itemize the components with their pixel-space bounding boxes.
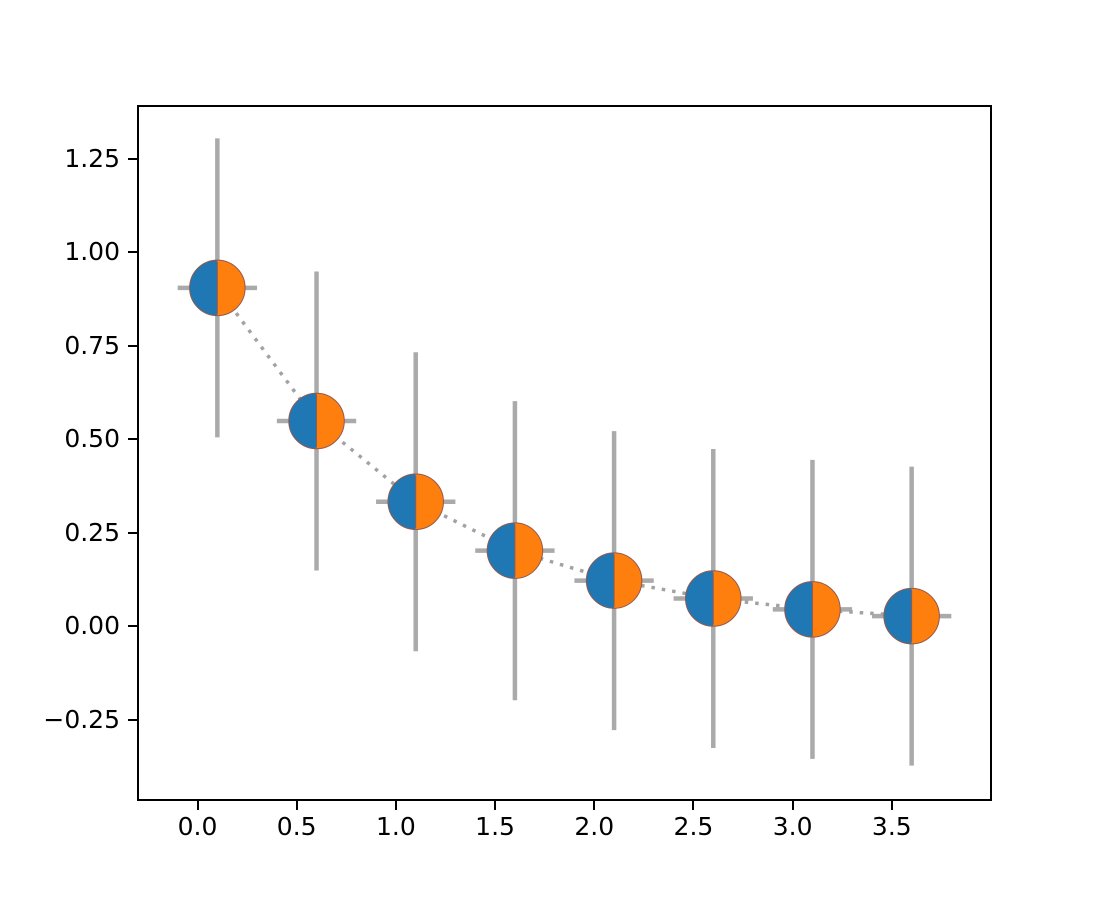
marker-outline [784, 581, 841, 638]
x-tick-label: 2.5 [673, 812, 714, 841]
x-axis-tick [196, 801, 199, 810]
plot-area [137, 105, 992, 801]
x-tick-label: 1.5 [475, 812, 515, 841]
x-axis-tick [890, 801, 893, 810]
marker-right-half [911, 588, 940, 645]
marker-left-half [189, 259, 218, 316]
marker-right-half [812, 581, 841, 638]
x-tick-label: 2.0 [574, 812, 615, 841]
y-axis-tick [128, 718, 137, 721]
marker-left-half [784, 581, 813, 638]
y-axis-tick [128, 531, 137, 534]
x-axis-tick [791, 801, 794, 810]
marker-right-half [514, 522, 543, 579]
marker-outline [387, 473, 444, 530]
x-axis-tick [692, 801, 695, 810]
x-tick-label: 1.0 [375, 812, 416, 841]
x-axis-tick [295, 801, 298, 810]
y-axis-tick [128, 157, 137, 160]
connecting-line [215, 286, 912, 618]
x-tick-label: 0.0 [177, 812, 218, 841]
x-axis-tick [494, 801, 497, 810]
marker-left-half [288, 392, 317, 449]
marker-outline [883, 587, 940, 645]
y-tick-label: 0.00 [64, 611, 120, 641]
x-tick-label: 3.0 [772, 812, 813, 841]
y-tick-label: 1.25 [64, 143, 120, 173]
x-tick-label: 0.5 [276, 812, 317, 841]
y-tick-label: 0.75 [64, 330, 120, 360]
marker-left-half [883, 588, 912, 645]
y-axis-tick [128, 625, 137, 628]
marker-outline [585, 552, 643, 609]
y-tick-label: 1.00 [64, 237, 120, 267]
data-layer [177, 138, 952, 766]
marker-right-half [217, 259, 246, 316]
x-axis-tick [394, 801, 397, 810]
x-tick-label: 3.5 [871, 812, 912, 841]
y-axis-tick [128, 344, 137, 347]
marker-right-half [713, 570, 742, 627]
marker-outline [685, 570, 742, 627]
x-axis-tick [593, 801, 596, 810]
marker-left-half [586, 552, 615, 609]
marker-left-half [387, 473, 416, 530]
marker-right-half [614, 552, 643, 609]
marker-outline [288, 392, 345, 450]
y-tick-label: −0.25 [43, 704, 120, 734]
marker-left-half [685, 570, 714, 627]
marker-left-half [486, 522, 515, 579]
marker-right-half [316, 392, 345, 449]
marker-right-half [415, 473, 444, 530]
y-tick-label: 0.25 [64, 517, 120, 547]
marker-outline [189, 259, 246, 317]
y-tick-label: 0.50 [64, 424, 120, 454]
y-axis-tick [128, 251, 137, 254]
y-axis-tick [128, 438, 137, 441]
marker-outline [486, 522, 544, 579]
